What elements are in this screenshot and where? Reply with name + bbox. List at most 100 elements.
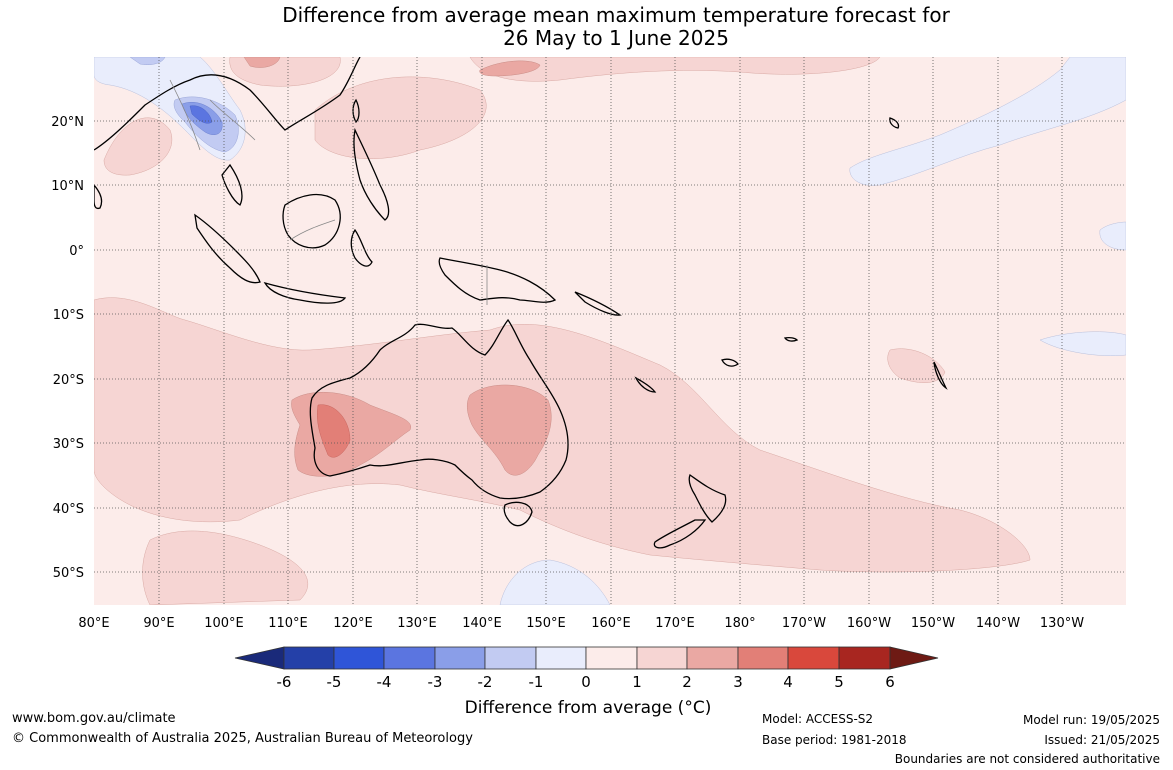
solomon-islands-coastline: [574, 291, 622, 316]
lon-label: 140°E: [462, 616, 502, 631]
colorbar-tick-label: 3: [733, 673, 743, 691]
anomaly-region-nw-pacific: [314, 76, 487, 159]
new-zealand-south-coastline: [653, 519, 707, 549]
anomaly-region-southern-cool: [499, 559, 611, 605]
chart-title: Difference from average mean maximum tem…: [0, 4, 1173, 50]
colorbar-segment: [838, 646, 891, 670]
lat-label: 0°: [69, 244, 84, 259]
coastlines: [94, 57, 948, 549]
lon-label: 130°W: [1040, 616, 1084, 631]
anomaly-region-central-pacific: [887, 348, 946, 383]
lat-label: 10°N: [51, 179, 84, 194]
lat-label: 10°S: [53, 308, 84, 323]
colorbar-segment: [686, 646, 739, 670]
disclaimer-text: Boundaries are not considered authoritat…: [894, 752, 1160, 766]
title-line-1: Difference from average mean maximum tem…: [282, 3, 950, 27]
border-indochina: [209, 99, 256, 141]
colorbar-segment: [434, 646, 486, 670]
colorbar-segment: [484, 646, 537, 670]
lon-label: 120°E: [333, 616, 373, 631]
colorbar-segment: [636, 646, 688, 670]
new-guinea-coastline: [438, 257, 557, 303]
anomaly-region-north-patch: [479, 60, 541, 77]
colorbar-segment: [383, 646, 436, 670]
anomaly-fields: [94, 57, 1126, 605]
colorbar-tick-label: -2: [478, 673, 493, 691]
colorbar-title: Difference from average (°C): [380, 698, 796, 718]
lon-label: 150°W: [911, 616, 955, 631]
lat-label: 40°S: [53, 502, 84, 517]
colorbar-tick-labels: -6 -5 -4 -3 -2 -1 0 1 2 3 4 5 6: [277, 673, 895, 691]
taiwan-coastline: [352, 98, 360, 124]
colorbar-title-close: ): [704, 698, 712, 718]
colorbar-tick-label: 2: [682, 673, 692, 691]
anomaly-region-pacific-cool: [849, 57, 1126, 186]
sri-lanka-coastline: [94, 184, 103, 210]
anomaly-region-pacific-cool-3: [1099, 221, 1126, 251]
new-caledonia-coastline: [634, 376, 657, 393]
copyright-text: © Commonwealth of Australia 2025, Austra…: [12, 731, 473, 746]
borneo-coastline: [282, 193, 341, 249]
anomaly-region-south: [94, 297, 1031, 573]
colorbar-tick-label: -3: [428, 673, 443, 691]
issued-text: Issued: 21/05/2025: [1044, 733, 1160, 747]
mainland-asia-coastline: [94, 57, 361, 206]
anomaly-region-top-left-cool: [129, 57, 166, 65]
website-text: www.bom.gov.au/climate: [12, 711, 176, 726]
lon-label: 140°W: [976, 616, 1020, 631]
border-myanmar-thailand: [169, 79, 201, 151]
samoa-coastline: [783, 336, 799, 342]
colorbar-segment: [535, 646, 587, 670]
colorbar-tick-label: -4: [377, 673, 392, 691]
lat-label: 20°S: [53, 373, 84, 388]
lon-label: 90°E: [143, 616, 174, 631]
colorbar-tick-label: 1: [632, 673, 642, 691]
colorbar-segment: [737, 646, 789, 670]
model-text: Model: ACCESS-S2: [762, 712, 874, 726]
colorbar-segment: [333, 646, 385, 670]
colorbar-segment: [283, 646, 335, 670]
tasmania-coastline: [503, 501, 533, 527]
cook-islands-coastline: [933, 361, 948, 390]
sulawesi-coastline: [350, 228, 373, 267]
colorbar-tick-label: 5: [834, 673, 844, 691]
colorbar-segment: [585, 646, 638, 670]
lat-label: 50°S: [53, 566, 84, 581]
colorbar-segment: [787, 646, 840, 670]
lon-label: 180°: [724, 616, 755, 631]
lon-label: 160°W: [847, 616, 891, 631]
lon-label: 170°E: [655, 616, 695, 631]
latitude-labels: 20°N 10°N 0° 10°S 20°S 30°S 40°S 50°S: [51, 115, 84, 581]
lat-label: 30°S: [53, 437, 84, 452]
anomaly-region-inland-australia: [467, 384, 552, 476]
lon-label: 160°E: [591, 616, 631, 631]
colorbar-tick-label: -6: [277, 673, 292, 691]
model-run-text: Model run: 19/05/2025: [1022, 713, 1160, 727]
longitude-labels: 80°E 90°E 100°E 110°E 120°E 130°E 140°E …: [78, 616, 1084, 631]
philippines-coastline: [353, 127, 390, 221]
lon-label: 170°W: [782, 616, 826, 631]
hawaii-coastline: [889, 117, 900, 129]
sumatra-coastline: [194, 213, 261, 284]
fiji-coastline: [721, 358, 739, 367]
colorbar-tick-label: 4: [783, 673, 793, 691]
australia-coastline: [309, 318, 569, 500]
country-borders: [169, 79, 488, 305]
anomaly-region-sw-patch: [142, 530, 308, 605]
graticule: [94, 57, 1126, 605]
colorbar-tick-label: 0: [581, 673, 591, 691]
anomaly-region-top-left-warm: [243, 57, 281, 68]
colorbar-unit: °C: [684, 698, 705, 718]
colorbar-title-text: Difference from average (: [464, 698, 685, 718]
new-zealand-north-coastline: [688, 473, 727, 523]
lon-label: 130°E: [397, 616, 437, 631]
lon-label: 80°E: [78, 616, 109, 631]
lon-label: 110°E: [268, 616, 308, 631]
base-period-text: Base period: 1981-2018: [762, 733, 907, 747]
lat-label: 20°N: [51, 115, 84, 130]
java-coastline: [263, 281, 347, 304]
title-line-2: 26 May to 1 June 2025: [503, 26, 729, 50]
lon-label: 150°E: [526, 616, 566, 631]
colorbar-tick-label: 6: [885, 673, 895, 691]
